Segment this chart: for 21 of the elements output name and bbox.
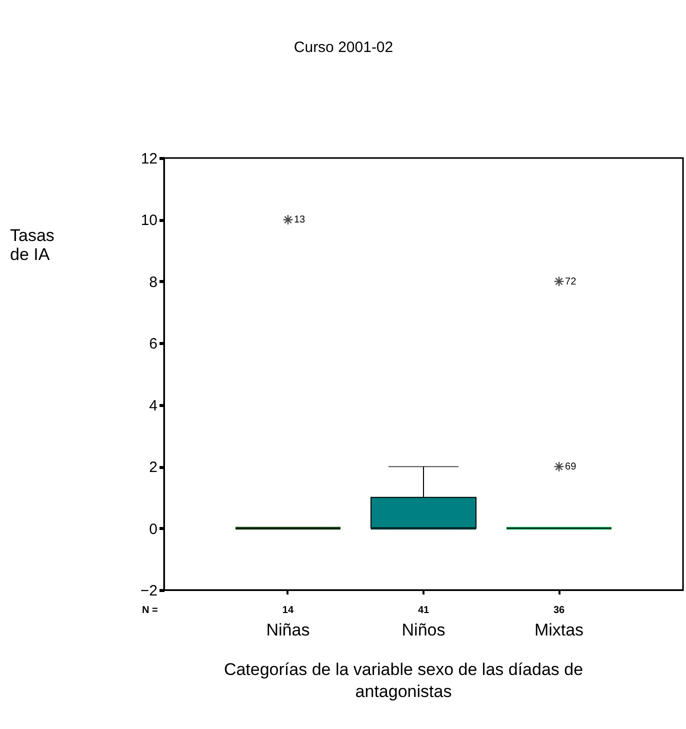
annotation: 13 bbox=[294, 214, 306, 226]
text: 41 bbox=[418, 605, 430, 616]
y-tick-label: 6 bbox=[149, 336, 158, 353]
text: 14 bbox=[282, 605, 294, 616]
text: Tasas de IA bbox=[10, 226, 54, 264]
annotation: 69 bbox=[565, 462, 577, 473]
y-tick-label: 2 bbox=[149, 459, 158, 476]
y-tick-label: 4 bbox=[149, 397, 158, 414]
x-tick-label: Niñas bbox=[266, 620, 310, 640]
chart-title: Curso 2001-02 bbox=[294, 39, 394, 56]
y-tick-label: 10 bbox=[140, 212, 158, 230]
y-tick-label: 12 bbox=[140, 150, 158, 168]
x-axis-title: Categorías de la variable sexo de las díadas de antagonistas bbox=[224, 660, 584, 701]
x-tick-label: Niños bbox=[402, 620, 446, 640]
y-tick-label: 8 bbox=[149, 274, 158, 291]
y-tick-label: −2 bbox=[140, 582, 158, 600]
x-tick-label: Mixtas bbox=[534, 620, 584, 640]
text: N = bbox=[142, 605, 158, 616]
y-tick-label: 0 bbox=[149, 520, 158, 538]
text: 36 bbox=[553, 605, 566, 616]
annotation: 72 bbox=[565, 276, 577, 288]
